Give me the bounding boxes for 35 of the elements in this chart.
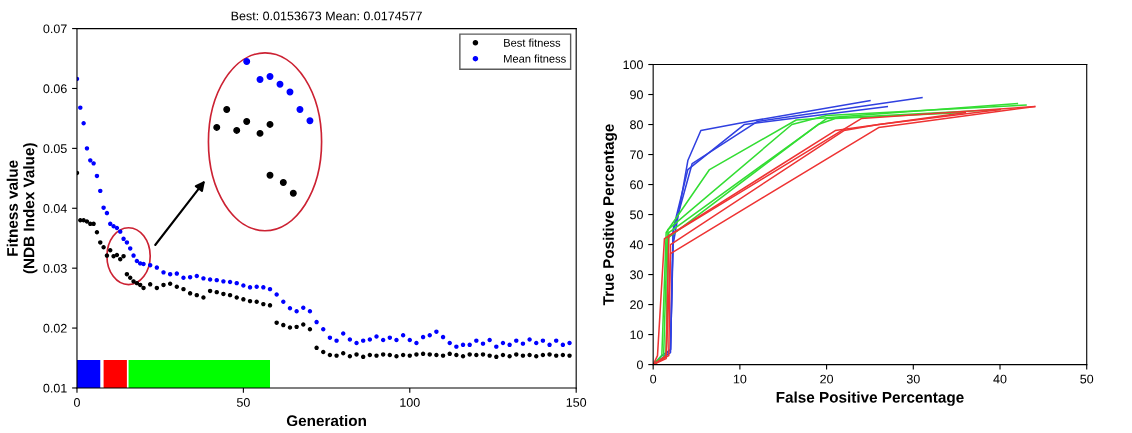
x-tick-label: 0 — [650, 374, 657, 384]
x-tick-label: 0 — [73, 398, 80, 407]
x-tick-label: 50 — [1080, 374, 1094, 384]
x-tick-label: 100 — [400, 398, 420, 407]
y-tick-label: 0.05 — [43, 144, 67, 154]
y-tick-label: 100 — [623, 60, 643, 70]
y-tick-label: 80 — [630, 120, 643, 130]
y-tick-label: 0.06 — [43, 84, 67, 94]
y-axis-title: True Positive Percentage — [602, 124, 618, 306]
y-tick-label: 50 — [630, 210, 643, 220]
x-tick-label: 40 — [993, 374, 1007, 384]
y-tick-label: 70 — [630, 150, 643, 160]
legend-label: Best fitness — [504, 38, 561, 47]
y-tick-label: 90 — [630, 90, 643, 100]
x-tick-label: 30 — [906, 374, 920, 384]
x-tick-label: 20 — [820, 374, 834, 384]
y-tick-label: 0.04 — [43, 204, 67, 213]
chart-title: Best: 0.0153673 Mean: 0.0174577 — [231, 11, 422, 21]
y-tick-label: 40 — [629, 240, 643, 250]
x-tick-label: 10 — [733, 374, 747, 384]
y-tick-label: 0.03 — [43, 263, 67, 273]
y-tick-label: 0.02 — [43, 323, 67, 333]
y-tick-label: 0 — [636, 360, 643, 370]
x-tick-label: 50 — [236, 398, 250, 407]
legend-label: Mean fitness — [504, 54, 566, 63]
x-axis-title: False Positive Percentage — [776, 391, 964, 406]
x-axis-title: Generation — [286, 414, 366, 427]
y-tick-label: 60 — [630, 180, 643, 190]
y-tick-label: 30 — [630, 270, 643, 280]
y-tick-label: 0.07 — [43, 24, 67, 34]
y-tick-label: 0.01 — [43, 383, 67, 393]
x-tick-label: 150 — [566, 398, 587, 407]
y-tick-label: 20 — [630, 300, 643, 310]
y-tick-label: 10 — [630, 330, 643, 340]
y-axis-title: Fitness value (NDB Index Value) — [6, 143, 38, 274]
